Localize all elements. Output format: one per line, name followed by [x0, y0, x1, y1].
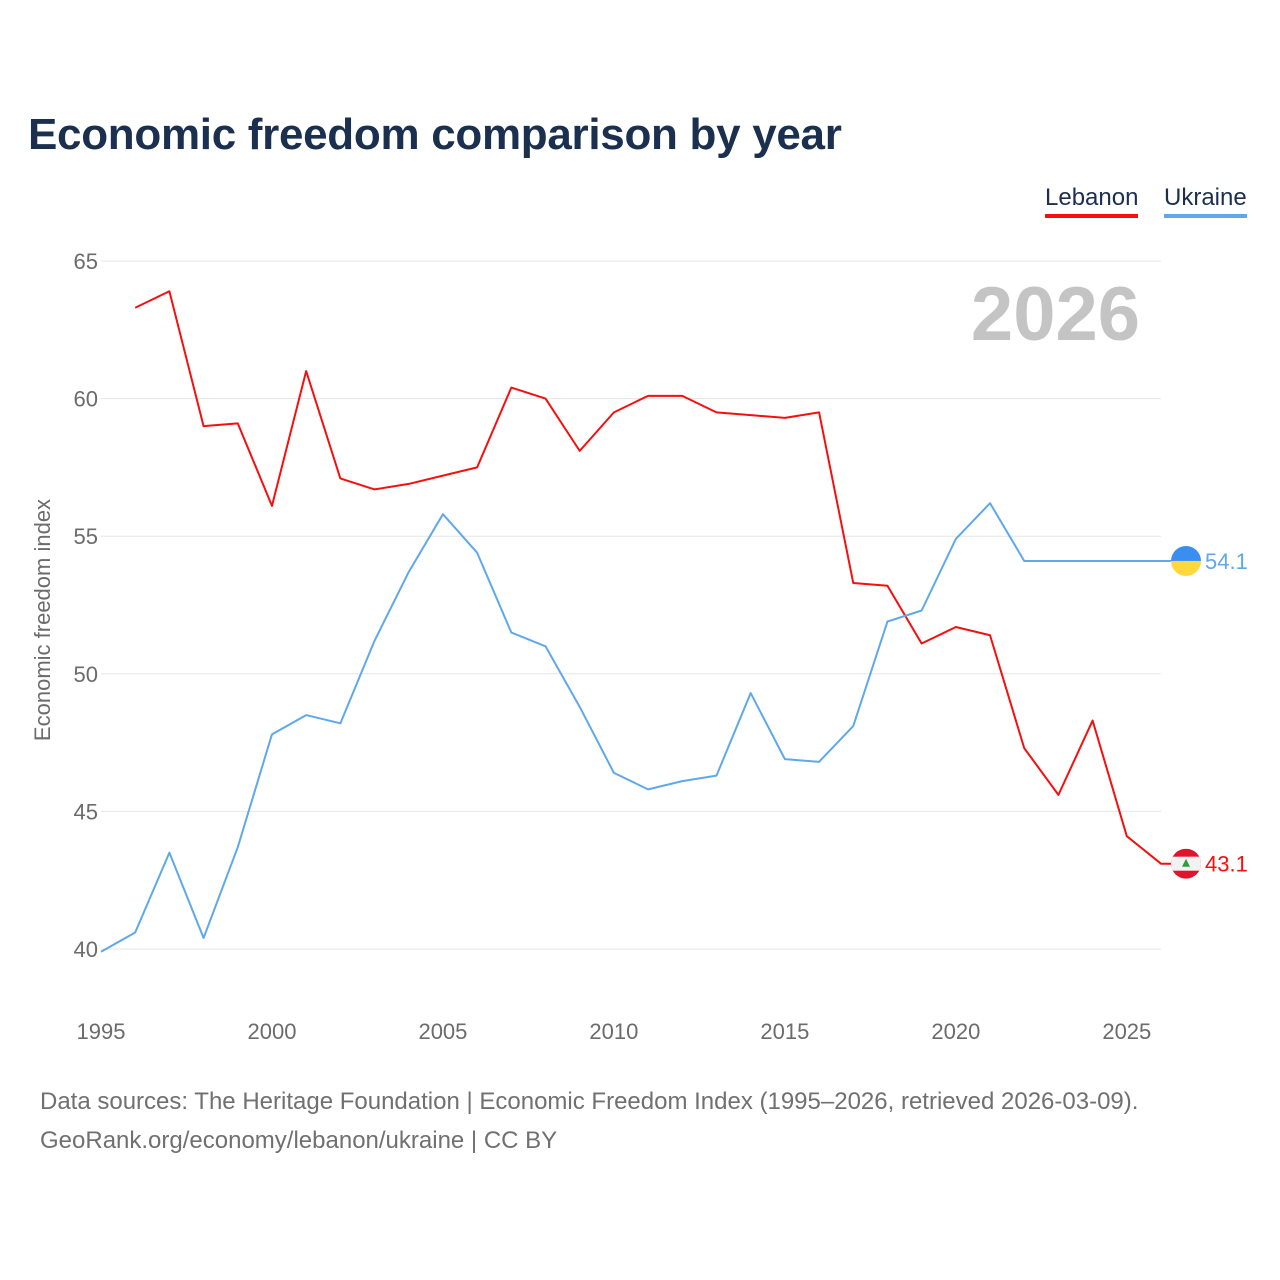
- x-tick-label: 2010: [589, 1019, 638, 1044]
- gridlines: [101, 260, 1161, 950]
- y-tick-label: 40: [74, 937, 98, 962]
- x-tick-label: 2005: [418, 1019, 467, 1044]
- series-lines: [100, 290, 1172, 953]
- data-sources: Data sources: The Heritage Foundation | …: [40, 1088, 1139, 1115]
- lebanon-flag-icon: [1171, 848, 1201, 879]
- x-tick-label: 2015: [760, 1019, 809, 1044]
- ukraine-flag-icon: [1171, 545, 1201, 576]
- x-axis-ticks: 1995 2000 2005 2010 2015 2020 2025: [77, 1019, 1152, 1044]
- x-tick-label: 2020: [931, 1019, 980, 1044]
- series-line-lebanon: [134, 290, 1172, 865]
- chart-title: Economic freedom comparison by year: [28, 110, 842, 159]
- end-value-lebanon: 43.1: [1205, 852, 1248, 877]
- end-labels: 43.1 54.1: [1171, 545, 1248, 879]
- y-tick-label: 45: [74, 799, 98, 824]
- x-tick-label: 2000: [247, 1019, 296, 1044]
- y-tick-label: 65: [74, 249, 98, 274]
- credit-link[interactable]: GeoRank.org/economy/lebanon/ukraine | CC…: [40, 1127, 558, 1154]
- year-watermark: 2026: [971, 272, 1140, 357]
- legend-lebanon[interactable]: Lebanon: [1045, 184, 1139, 218]
- legend-ukraine[interactable]: Ukraine: [1164, 184, 1247, 218]
- x-tick-label: 2025: [1102, 1019, 1151, 1044]
- y-tick-label: 55: [74, 524, 98, 549]
- end-value-ukraine: 54.1: [1205, 549, 1248, 574]
- y-axis-ticks: 40 45 50 55 60 65: [74, 249, 98, 962]
- y-axis-label: Economic freedom index: [30, 499, 55, 741]
- y-tick-label: 60: [74, 387, 98, 412]
- y-tick-label: 50: [74, 662, 98, 687]
- series-line-ukraine: [100, 502, 1172, 953]
- x-tick-label: 1995: [77, 1019, 126, 1044]
